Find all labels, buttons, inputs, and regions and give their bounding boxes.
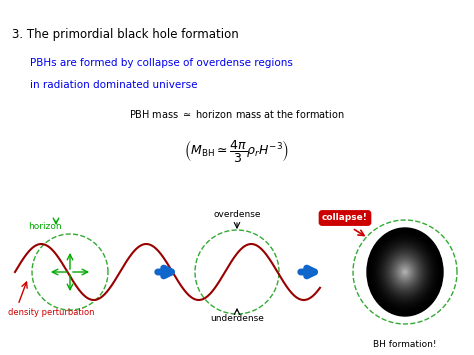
Ellipse shape — [398, 264, 412, 280]
Ellipse shape — [390, 255, 420, 290]
Ellipse shape — [399, 266, 410, 279]
Ellipse shape — [397, 262, 413, 282]
Ellipse shape — [393, 259, 416, 285]
Ellipse shape — [368, 229, 442, 315]
Ellipse shape — [371, 233, 439, 312]
Text: underdense: underdense — [210, 314, 264, 323]
Ellipse shape — [376, 239, 434, 305]
Ellipse shape — [386, 250, 424, 294]
Ellipse shape — [378, 241, 432, 303]
Ellipse shape — [383, 246, 427, 297]
Text: BH formation!: BH formation! — [373, 340, 437, 349]
Ellipse shape — [385, 249, 425, 295]
Text: in radiation dominated universe: in radiation dominated universe — [30, 80, 198, 90]
Ellipse shape — [391, 256, 419, 288]
Ellipse shape — [402, 269, 408, 275]
Ellipse shape — [394, 260, 416, 284]
Ellipse shape — [402, 268, 408, 276]
Ellipse shape — [372, 234, 438, 310]
Ellipse shape — [380, 243, 430, 301]
Ellipse shape — [391, 255, 419, 289]
Ellipse shape — [369, 230, 441, 314]
Ellipse shape — [401, 267, 410, 277]
Ellipse shape — [381, 244, 429, 300]
Ellipse shape — [385, 248, 425, 295]
Ellipse shape — [370, 231, 440, 313]
Ellipse shape — [376, 238, 434, 306]
Ellipse shape — [380, 244, 430, 301]
Ellipse shape — [401, 268, 409, 277]
Ellipse shape — [384, 248, 426, 296]
Ellipse shape — [399, 265, 411, 279]
Ellipse shape — [387, 251, 423, 293]
Ellipse shape — [372, 233, 438, 311]
Ellipse shape — [404, 271, 406, 273]
Ellipse shape — [370, 232, 440, 312]
Ellipse shape — [400, 266, 410, 278]
Text: PBHs are formed by collapse of overdense regions: PBHs are formed by collapse of overdense… — [30, 58, 293, 68]
Ellipse shape — [389, 253, 421, 291]
Text: PBH mass $\simeq$ horizon mass at the formation: PBH mass $\simeq$ horizon mass at the fo… — [129, 108, 345, 120]
Ellipse shape — [397, 263, 412, 281]
Text: 3. The primordial black hole formation: 3. The primordial black hole formation — [12, 28, 239, 41]
Ellipse shape — [396, 262, 414, 282]
Text: $\left( M_{\mathrm{BH}} \simeq \dfrac{4\pi}{3}\rho_r H^{-3} \right)$: $\left( M_{\mathrm{BH}} \simeq \dfrac{4\… — [184, 138, 290, 164]
Text: collapse!: collapse! — [322, 213, 368, 223]
Text: horizon: horizon — [28, 222, 62, 231]
Text: overdense: overdense — [213, 210, 261, 219]
Ellipse shape — [382, 245, 428, 299]
Ellipse shape — [368, 229, 442, 315]
Text: density perturbation: density perturbation — [8, 308, 94, 317]
Ellipse shape — [374, 236, 436, 308]
Ellipse shape — [379, 242, 431, 302]
Ellipse shape — [382, 246, 428, 299]
Ellipse shape — [395, 260, 415, 284]
Ellipse shape — [367, 228, 443, 316]
Ellipse shape — [393, 258, 417, 286]
Ellipse shape — [403, 270, 407, 274]
Ellipse shape — [378, 240, 432, 304]
Ellipse shape — [388, 252, 422, 292]
Ellipse shape — [392, 257, 418, 288]
Ellipse shape — [392, 257, 418, 287]
Ellipse shape — [374, 235, 437, 308]
Ellipse shape — [383, 247, 427, 297]
Ellipse shape — [389, 254, 421, 290]
Ellipse shape — [404, 271, 406, 273]
Ellipse shape — [375, 237, 435, 306]
Ellipse shape — [373, 235, 438, 310]
Ellipse shape — [387, 251, 423, 293]
Ellipse shape — [374, 237, 436, 307]
Ellipse shape — [377, 240, 433, 304]
Ellipse shape — [395, 261, 414, 283]
